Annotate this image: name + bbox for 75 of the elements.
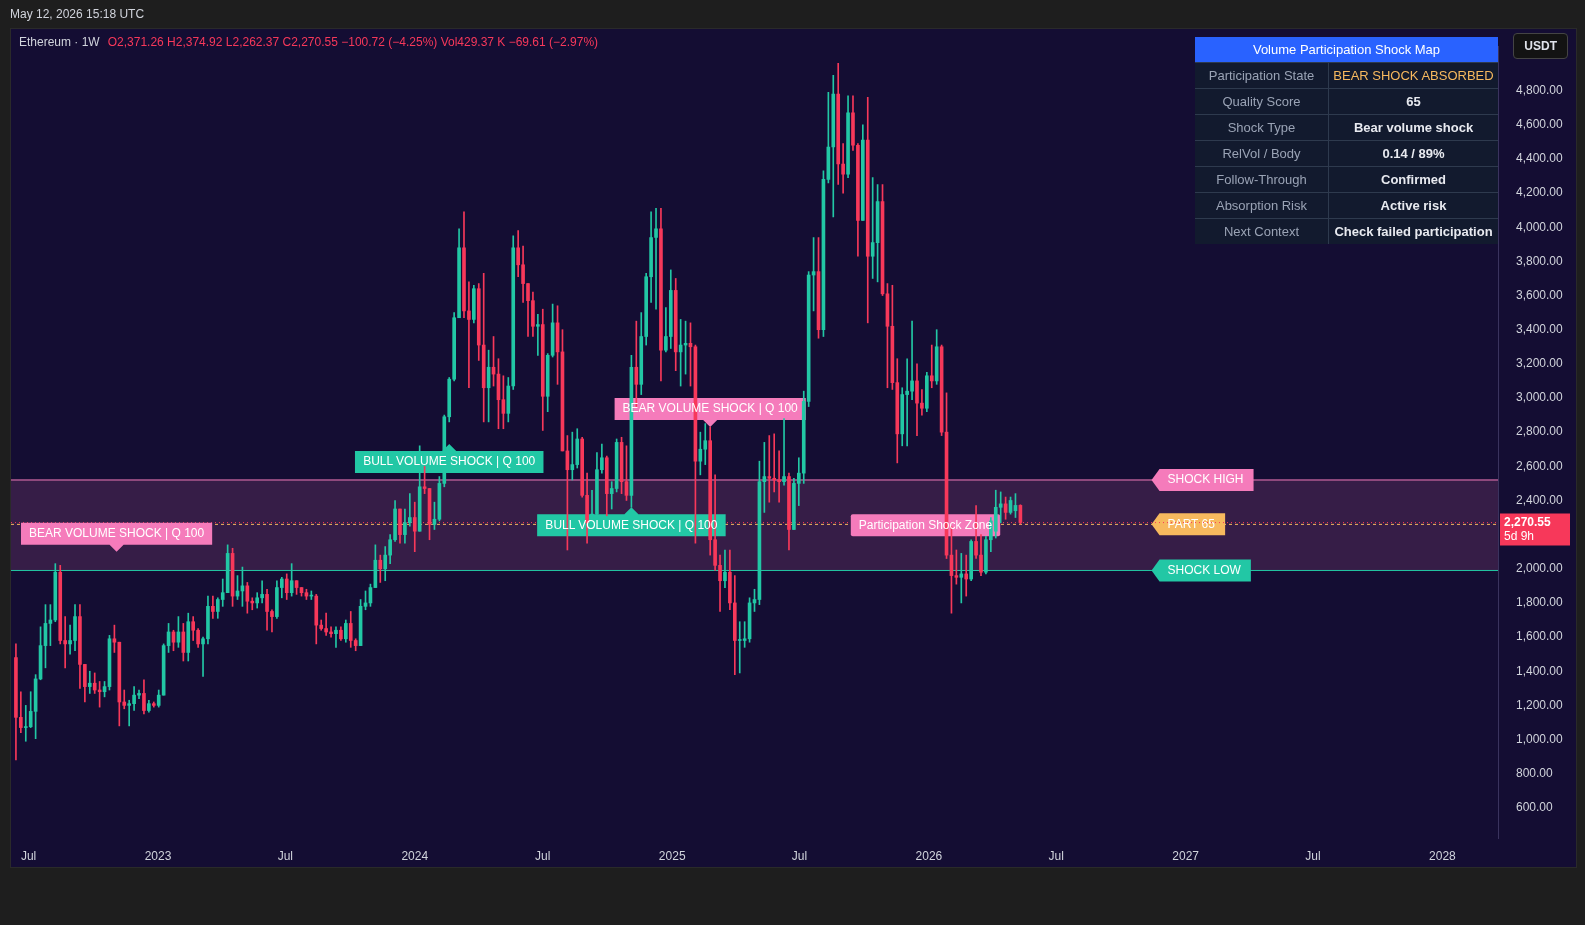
candlestick [841, 143, 845, 194]
candlestick [536, 313, 540, 356]
x-tick-label: Jul [1305, 849, 1321, 864]
y-axis-title: USDT [1513, 33, 1568, 59]
candlestick [122, 689, 127, 710]
candlestick [334, 626, 338, 648]
y-tick-label: 2,400.00 [1516, 492, 1564, 507]
y-tick-label: 3,400.00 [1516, 322, 1564, 336]
x-tick-label: 2023 [144, 849, 172, 864]
annotation: Bear volume shock [1352, 119, 1475, 137]
x-tick-label: 2026 [915, 849, 943, 864]
x-tick-label: 2027 [1172, 849, 1200, 864]
annotation: Check failed participation [1333, 223, 1494, 241]
x-tick-label: Jul [535, 849, 551, 864]
text: Volume Participation Shock Map [1195, 37, 1498, 62]
candlestick [87, 670, 92, 694]
y-tick-label: 2,600.00 [1516, 458, 1564, 473]
candlestick [782, 418, 786, 486]
y-tick-label: 4,000.00 [1516, 219, 1564, 234]
annotation: BULL VOLUME SHOCK | Q 100 [363, 454, 536, 469]
candlestick [467, 281, 471, 389]
annotation: Shock Type [1195, 114, 1329, 141]
x-tick-label: Jul [277, 849, 293, 864]
y-tick-label: 1,200.00 [1516, 697, 1564, 712]
annotation: Active risk [1379, 197, 1448, 215]
x-tick-label: Jul [791, 849, 808, 864]
y-tick-label: 2,800.00 [1516, 424, 1564, 439]
x-tick-label: 2024 [401, 849, 429, 864]
candlestick [767, 435, 772, 503]
candlestick [929, 344, 934, 389]
x-tick-label: Jul [20, 849, 37, 864]
y-tick-label: 3,000.00 [1516, 390, 1564, 405]
annotation: Confirmed [1380, 171, 1447, 189]
annotation: RelVol / Body [1195, 140, 1329, 167]
y-tick-label: 3,200.00 [1516, 356, 1564, 371]
x-tick-label: 2025 [658, 849, 686, 864]
x-tick-label: Jul [1048, 849, 1064, 864]
y-tick-label: 800.00 [1516, 766, 1554, 781]
text: 5d 9h [1504, 528, 1535, 543]
candlestick [703, 423, 708, 465]
y-tick-label: 4,400.00 [1516, 151, 1564, 166]
text: May 12, 2026 15:18 UTC [10, 7, 145, 21]
candlestick [870, 177, 875, 279]
y-tick-label: 1,800.00 [1516, 595, 1564, 610]
y-tick-label: 1,600.00 [1516, 629, 1564, 644]
candlestick [964, 554, 969, 597]
y-tick-label: 1,000.00 [1516, 731, 1564, 746]
candlestick [570, 431, 575, 481]
chart-subtitle: O2,371.26 H2,374.92 L2,262.37 C2,270.55 −100.72 (−4.25%) Vol429.37 K −69.61 (−2.97%) [107, 35, 599, 49]
ref-line-label: SHOCK LOW [1167, 562, 1242, 577]
chart-title: Ethereum · 1W [19, 35, 100, 49]
candlestick [910, 320, 914, 401]
y-tick-label: 4,800.00 [1516, 82, 1564, 97]
annotation: 0.14 / 89% [1381, 145, 1446, 163]
y-tick-label: 3,800.00 [1516, 253, 1564, 268]
y-tick-label: 3,600.00 [1516, 287, 1564, 302]
y-tick-label: 4,200.00 [1516, 185, 1564, 200]
annotation: Absorption Risk [1195, 192, 1329, 219]
candlestick [920, 389, 924, 416]
y-tick-label: 600.00 [1516, 800, 1554, 815]
annotation: BEAR SHOCK ABSORBED [1332, 67, 1495, 85]
x-tick-label: 2028 [1429, 849, 1457, 864]
annotation: Follow-Through [1195, 166, 1329, 193]
ref-line-label: PART 65 [1167, 516, 1216, 531]
candlestick [737, 621, 742, 674]
y-tick-label: 4,600.00 [1516, 117, 1564, 132]
annotation: Quality Score [1195, 88, 1329, 115]
y-tick-label: 1,400.00 [1516, 663, 1564, 678]
y-tick-label: 2,000.00 [1516, 561, 1564, 576]
ref-line-label: 2,270.55 [1504, 514, 1552, 529]
annotation: Participation State [1195, 62, 1329, 89]
ref-line-label: SHOCK HIGH [1167, 472, 1244, 487]
annotation: BEAR VOLUME SHOCK | Q 100 [28, 526, 205, 541]
annotation: Next Context [1195, 218, 1329, 244]
annotation: 65 [1405, 93, 1422, 111]
